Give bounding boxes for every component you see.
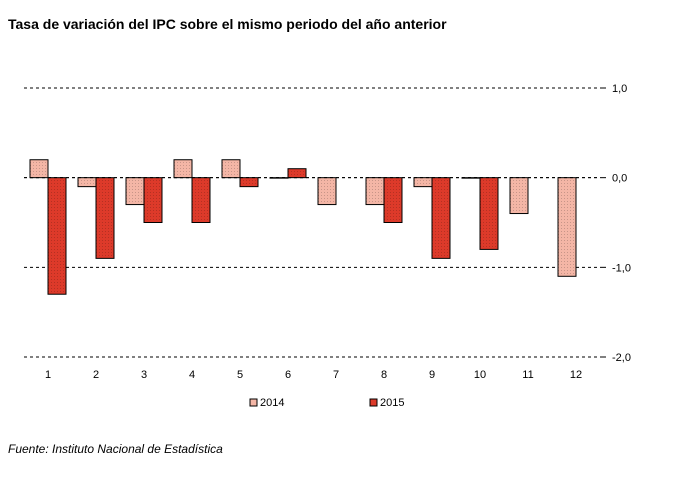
bar-texture (510, 177, 528, 214)
chart-title: Tasa de variación del IPC sobre el mismo… (8, 16, 447, 32)
bar-2015-6 (287, 168, 307, 179)
bar-texture (192, 177, 210, 223)
x-tick-label: 2 (93, 369, 99, 381)
legend-item-2014: 2014 (249, 397, 284, 409)
bar-2015-3 (143, 177, 163, 224)
bar-2015-1 (47, 177, 67, 295)
legend-label: 2015 (380, 397, 404, 409)
bar-2014-11 (509, 177, 529, 215)
bar-texture (48, 177, 66, 295)
y-tick-label: -2,0 (612, 352, 631, 364)
bar-texture (174, 159, 192, 178)
x-tick-label: 12 (570, 369, 582, 381)
bar-2014-4 (173, 159, 193, 179)
x-tick-label: 10 (474, 369, 486, 381)
y-tick-label: 0,0 (612, 173, 627, 185)
bar-2015-9 (431, 177, 451, 259)
legend-label: 2014 (260, 397, 284, 409)
legend-swatch (249, 398, 258, 407)
bar-texture (96, 177, 114, 259)
x-tick-label: 8 (381, 369, 387, 381)
bar-2014-3 (125, 177, 145, 206)
bar-texture (126, 177, 144, 205)
y-tick-label: -1,0 (612, 262, 631, 274)
bar-texture (480, 177, 498, 250)
bar-texture (78, 177, 96, 187)
bar-2014-12 (557, 177, 577, 277)
bar-2015-4 (191, 177, 211, 224)
x-tick-label: 3 (141, 369, 147, 381)
x-tick-label: 5 (237, 369, 243, 381)
source-note: Fuente: Instituto Nacional de Estadístic… (8, 442, 223, 456)
bar-texture (30, 159, 48, 178)
x-tick-label: 11 (522, 369, 533, 381)
bar-2015-5 (239, 177, 259, 188)
bar-texture (558, 177, 576, 277)
legend-swatch (369, 398, 378, 407)
x-tick-label: 9 (429, 369, 435, 381)
bar-texture (366, 177, 384, 205)
bar-texture (318, 177, 336, 205)
bar-2014-1 (29, 159, 49, 179)
bar-2014-8 (365, 177, 385, 206)
bar-texture (384, 177, 402, 223)
bar-texture (240, 177, 258, 187)
y-tick-label: 1,0 (612, 83, 627, 95)
bar-texture (432, 177, 450, 259)
x-tick-label: 6 (285, 369, 291, 381)
bar-texture (414, 177, 432, 187)
bar-2015-10 (479, 177, 499, 250)
x-tick-label: 7 (333, 369, 339, 381)
bar-texture (144, 177, 162, 223)
bar-texture (222, 159, 240, 178)
bar-texture (288, 168, 306, 178)
x-tick-label: 4 (189, 369, 195, 381)
bar-2014-9 (413, 177, 433, 188)
bar-2014-2 (77, 177, 97, 188)
bar-2015-2 (95, 177, 115, 259)
bar-2014-7 (317, 177, 337, 206)
bar-2014-5 (221, 159, 241, 179)
x-tick-label: 1 (45, 369, 51, 381)
bar-2015-8 (383, 177, 403, 224)
legend-item-2015: 2015 (369, 397, 404, 409)
